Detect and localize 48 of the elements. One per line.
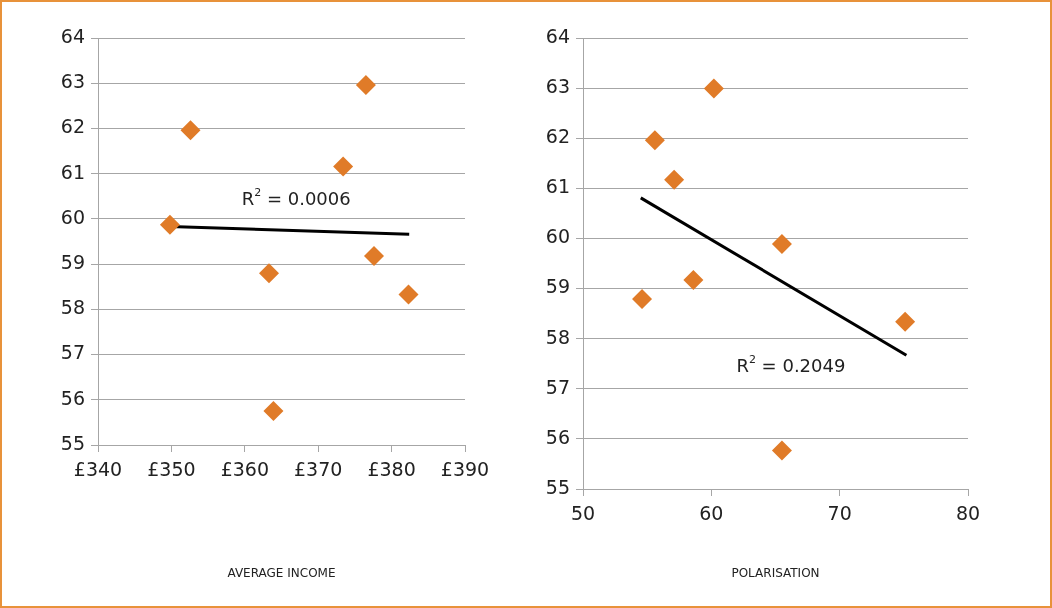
x-axis-title: AVERAGE INCOME [227,565,336,580]
y-tick-label: 62 [60,115,85,138]
x-tick-label: 50 [570,502,596,525]
y-tick-label: 60 [545,225,570,248]
point [355,75,376,96]
y-tick-label: 57 [545,375,570,398]
point [664,169,685,190]
point [632,289,653,310]
y-tick-label: 61 [545,175,570,198]
y-tick-label: 56 [545,425,570,448]
y-tick-label: 64 [545,24,570,47]
y-tick-label: 59 [60,251,85,274]
y-tick-label: 56 [60,386,85,409]
y-tick-label: 63 [545,75,570,98]
x-tick-label: £380 [367,458,416,481]
y-tick-label: 63 [60,70,85,93]
y-tick-label: 60 [60,205,85,228]
y-tick-label: 55 [60,431,85,454]
y-tick-label: 58 [60,296,85,319]
point [159,214,180,235]
x-tick-label: £360 [220,458,269,481]
y-tick-label: 62 [545,125,570,148]
x-tick-label: 60 [699,502,724,525]
y-tick-label: 57 [60,341,85,364]
point [259,263,280,284]
point [363,245,384,266]
point [703,78,724,99]
x-tick-label: 80 [955,502,981,525]
y-tick-label: 55 [545,475,570,498]
x-tick-label: 70 [827,502,852,525]
y-tick-label: 58 [545,325,570,348]
x-tick-label: £390 [440,458,490,481]
x-tick-label: £370 [294,458,343,481]
y-tick-label: 59 [545,275,570,298]
point [683,270,704,291]
x-tick-label: £340 [73,458,123,481]
point [398,284,419,305]
point [895,311,916,332]
y-tick-label: 61 [60,160,85,183]
point [263,401,284,422]
x-axis-title: POLARISATION [731,565,820,580]
point [771,440,792,461]
point [644,130,665,151]
point [333,156,354,177]
x-tick-label: £350 [147,458,196,481]
point [771,233,792,254]
point [180,120,201,141]
y-tick-label: 64 [60,24,85,47]
